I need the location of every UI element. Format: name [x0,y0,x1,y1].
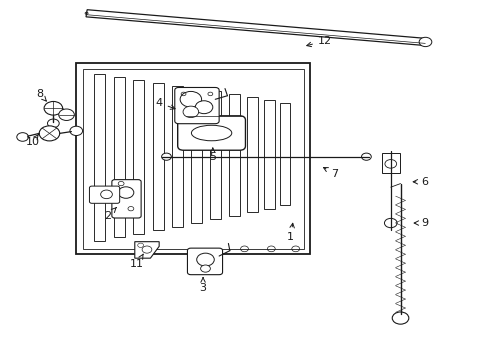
FancyBboxPatch shape [187,248,222,275]
Circle shape [200,265,210,272]
Circle shape [418,37,431,47]
Polygon shape [133,80,144,234]
Polygon shape [279,103,290,205]
Text: 9: 9 [413,218,427,228]
Text: 6: 6 [412,177,427,187]
Circle shape [361,153,370,160]
Circle shape [118,187,134,198]
Text: 5: 5 [209,148,216,162]
FancyBboxPatch shape [112,180,141,218]
Text: 3: 3 [199,278,206,293]
Polygon shape [190,89,201,223]
Circle shape [180,91,201,107]
Polygon shape [86,10,425,45]
Text: 8: 8 [36,89,46,101]
Polygon shape [94,74,105,241]
Text: 4: 4 [155,98,175,109]
Polygon shape [135,242,159,258]
Polygon shape [264,100,274,209]
Circle shape [161,153,171,160]
FancyBboxPatch shape [89,186,120,203]
Circle shape [391,312,408,324]
Circle shape [70,126,82,135]
Polygon shape [153,83,163,230]
Circle shape [59,109,74,121]
Text: 1: 1 [287,223,294,242]
Text: 10: 10 [25,135,40,147]
Polygon shape [76,63,310,253]
Text: 7: 7 [323,167,338,179]
FancyBboxPatch shape [177,116,245,150]
Ellipse shape [191,125,231,141]
Text: 11: 11 [130,254,144,269]
Circle shape [17,133,28,141]
Circle shape [196,253,214,266]
Bar [381,153,399,173]
Polygon shape [114,77,124,237]
Polygon shape [210,91,221,220]
Text: 2: 2 [104,207,116,221]
Polygon shape [246,97,257,212]
Circle shape [44,102,62,115]
Polygon shape [172,86,183,226]
Circle shape [47,119,59,128]
Circle shape [183,106,198,118]
Text: 12: 12 [306,36,331,47]
Circle shape [195,101,212,114]
Circle shape [101,190,112,199]
Polygon shape [228,94,239,216]
FancyBboxPatch shape [174,87,219,124]
Circle shape [39,126,60,141]
Circle shape [384,219,396,228]
